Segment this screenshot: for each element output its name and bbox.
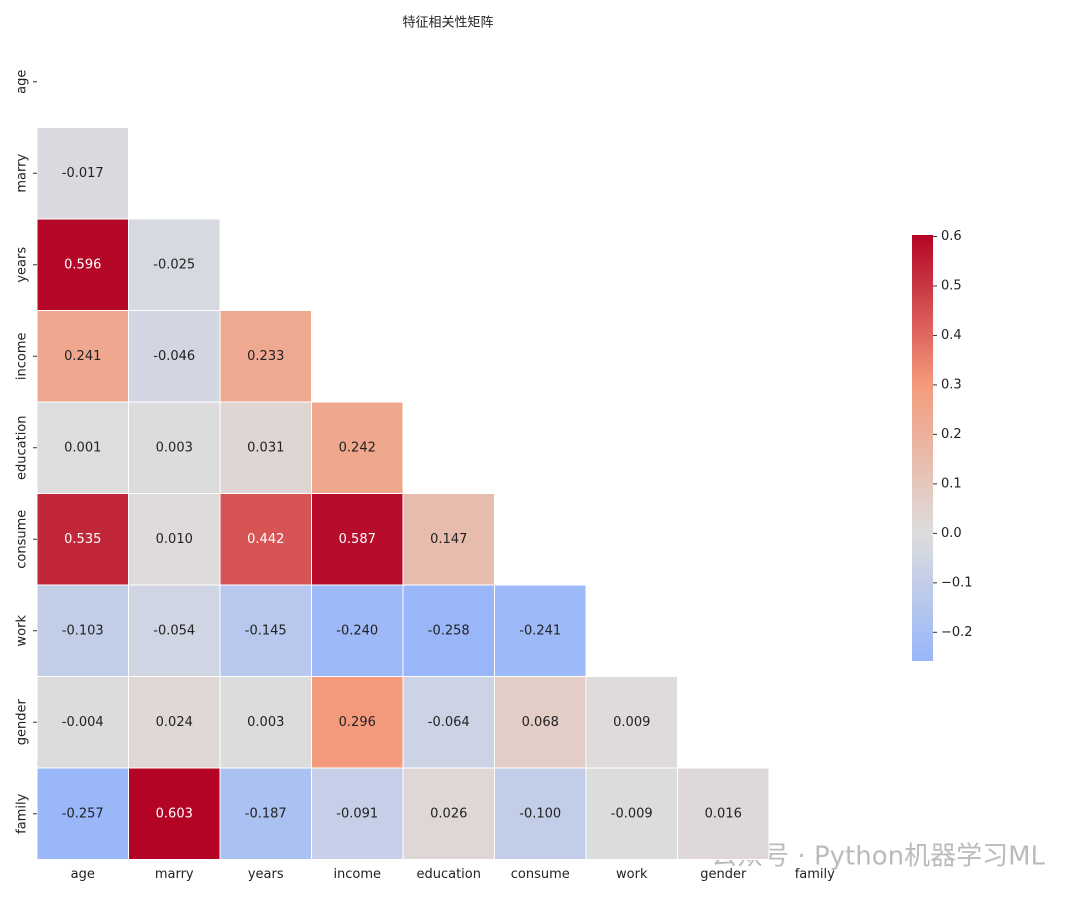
- colorbar-tick-label: 0.5: [941, 278, 962, 293]
- heatmap-cell: [36, 127, 129, 220]
- colorbar-tick-label: 0.4: [941, 328, 962, 343]
- cell-label: -0.046: [153, 349, 195, 364]
- heatmap-cell: [677, 767, 770, 860]
- cell-label: 0.024: [156, 715, 193, 730]
- chart-title: 特征相关性矩阵: [402, 16, 493, 31]
- heatmap-cell: [585, 676, 678, 769]
- cell-label: -0.004: [62, 715, 104, 730]
- x-tick-label: age: [71, 867, 95, 882]
- y-tick-label: education: [15, 415, 30, 480]
- cell-label: -0.025: [153, 257, 195, 272]
- cell-label: 0.031: [247, 440, 284, 455]
- heatmap-cell: [219, 584, 312, 677]
- x-tick-label: marry: [155, 867, 194, 882]
- cell-label: -0.187: [245, 806, 287, 821]
- heatmap-cell: [402, 493, 495, 586]
- cell-label: 0.009: [613, 715, 650, 730]
- colorbar-tick-label: −0.1: [941, 575, 973, 590]
- heatmap-cell: [128, 584, 221, 677]
- heatmap-cell: [311, 493, 404, 586]
- heatmap-cell: [36, 218, 129, 311]
- cell-label: 0.241: [64, 349, 101, 364]
- colorbar-tick-label: 0.1: [941, 476, 962, 491]
- x-tick-label: gender: [700, 867, 747, 882]
- heatmap-cell: [402, 767, 495, 860]
- y-tick-label: marry: [15, 154, 30, 193]
- heatmap-cell: [36, 676, 129, 769]
- heatmap-cell: [311, 401, 404, 494]
- cell-label: -0.257: [62, 806, 104, 821]
- cell-label: -0.091: [336, 806, 378, 821]
- heatmap-cell: [402, 676, 495, 769]
- heatmap-cell: [311, 676, 404, 769]
- cell-label: -0.064: [428, 715, 470, 730]
- heatmap-cell: [36, 584, 129, 677]
- heatmap-cell: [494, 584, 587, 677]
- y-tick-label: income: [15, 332, 30, 380]
- heatmap-cell: [128, 676, 221, 769]
- cell-label: 0.003: [247, 715, 284, 730]
- cell-label: -0.258: [428, 623, 470, 638]
- cell-label: -0.240: [336, 623, 378, 638]
- cell-label: -0.054: [153, 623, 195, 638]
- cell-label: 0.296: [339, 715, 376, 730]
- cell-label: 0.026: [430, 806, 467, 821]
- x-tick-label: income: [333, 867, 381, 882]
- cell-label: 0.442: [247, 532, 284, 547]
- cell-label: 0.587: [339, 532, 376, 547]
- x-tick-label: work: [616, 867, 648, 882]
- cell-label: 0.233: [247, 349, 284, 364]
- cell-label: 0.603: [156, 806, 193, 821]
- colorbar-tick-label: 0.0: [941, 526, 962, 541]
- colorbar-tick-label: 0.6: [941, 229, 962, 244]
- heatmap-cell: [128, 493, 221, 586]
- cell-label: 0.016: [705, 806, 742, 821]
- heatmap-cell: [219, 676, 312, 769]
- colorbar: [912, 235, 933, 661]
- cell-label: 0.535: [64, 532, 101, 547]
- cell-label: 0.596: [64, 257, 101, 272]
- y-tick-label: work: [15, 615, 30, 647]
- cell-label: -0.241: [519, 623, 561, 638]
- heatmap-cell: [585, 767, 678, 860]
- x-tick-label: education: [416, 867, 481, 882]
- cell-label: -0.009: [611, 806, 653, 821]
- x-tick-label: consume: [511, 867, 570, 882]
- heatmap-cell: [219, 401, 312, 494]
- y-tick-label: age: [15, 70, 30, 94]
- heatmap-cell: [402, 584, 495, 677]
- y-tick-label: consume: [15, 510, 30, 569]
- cell-label: 0.242: [339, 440, 376, 455]
- y-tick-label: years: [15, 247, 30, 283]
- heatmap-cell: [36, 310, 129, 403]
- cell-label: 0.001: [64, 440, 101, 455]
- cell-label: -0.100: [519, 806, 561, 821]
- cell-label: -0.017: [62, 166, 104, 181]
- colorbar-tick-label: −0.2: [941, 625, 973, 640]
- colorbar-tick-label: 0.3: [941, 377, 962, 392]
- cell-label: 0.147: [430, 532, 467, 547]
- cell-label: 0.003: [156, 440, 193, 455]
- y-tick-label: gender: [15, 699, 30, 746]
- cell-label: -0.103: [62, 623, 104, 638]
- heatmap-cell: [219, 493, 312, 586]
- heatmap-cell: [494, 767, 587, 860]
- cell-label: -0.145: [245, 623, 287, 638]
- heatmap-cell: [128, 767, 221, 860]
- heatmap-cell: [36, 767, 129, 860]
- y-tick-label: family: [15, 793, 30, 833]
- colorbar-tick-label: 0.2: [941, 427, 962, 442]
- cell-label: 0.010: [156, 532, 193, 547]
- cell-label: 0.068: [522, 715, 559, 730]
- heatmap-cell: [219, 767, 312, 860]
- heatmap-cell: [311, 584, 404, 677]
- heatmap-cell: [128, 401, 221, 494]
- x-tick-label: years: [248, 867, 284, 882]
- heatmap-cell: [36, 401, 129, 494]
- x-tick-label: family: [795, 867, 835, 882]
- heatmap-cell: [128, 218, 221, 311]
